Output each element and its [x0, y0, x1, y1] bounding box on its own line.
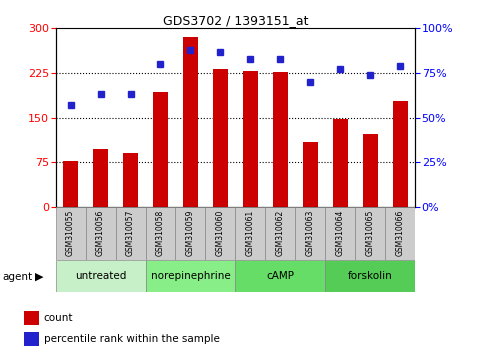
Text: GSM310064: GSM310064 — [336, 210, 345, 256]
Text: GSM310058: GSM310058 — [156, 210, 165, 256]
Text: GSM310057: GSM310057 — [126, 210, 135, 256]
Bar — [153, 92, 168, 207]
Text: agent: agent — [2, 272, 32, 282]
Bar — [56, 207, 85, 260]
Bar — [266, 207, 296, 260]
Bar — [123, 154, 138, 207]
Text: GSM310066: GSM310066 — [396, 210, 405, 256]
Bar — [213, 69, 228, 207]
Bar — [85, 207, 115, 260]
Bar — [326, 207, 355, 260]
Text: GSM310055: GSM310055 — [66, 210, 75, 256]
Bar — [115, 207, 145, 260]
Bar — [145, 260, 236, 292]
Bar — [355, 207, 385, 260]
Text: percentile rank within the sample: percentile rank within the sample — [44, 334, 220, 344]
Bar — [24, 312, 39, 325]
Bar — [243, 71, 258, 207]
Bar — [303, 142, 318, 207]
Text: GSM310062: GSM310062 — [276, 210, 285, 256]
Bar — [175, 207, 205, 260]
Bar — [333, 120, 348, 207]
Text: cAMP: cAMP — [267, 271, 295, 281]
Bar — [326, 260, 415, 292]
Bar — [205, 207, 236, 260]
Bar — [296, 207, 326, 260]
Title: GDS3702 / 1393151_at: GDS3702 / 1393151_at — [163, 14, 308, 27]
Bar — [236, 260, 326, 292]
Bar — [363, 134, 378, 207]
Bar — [93, 149, 108, 207]
Text: ▶: ▶ — [35, 272, 43, 282]
Text: GSM310065: GSM310065 — [366, 210, 375, 256]
Bar — [24, 332, 39, 346]
Bar — [145, 207, 175, 260]
Bar — [385, 207, 415, 260]
Text: GSM310061: GSM310061 — [246, 210, 255, 256]
Text: GSM310059: GSM310059 — [186, 210, 195, 256]
Text: GSM310063: GSM310063 — [306, 210, 315, 256]
Text: untreated: untreated — [75, 271, 126, 281]
Bar — [393, 101, 408, 207]
Text: GSM310060: GSM310060 — [216, 210, 225, 256]
Text: count: count — [44, 313, 73, 323]
Bar — [273, 72, 288, 207]
Text: norepinephrine: norepinephrine — [151, 271, 230, 281]
Text: forskolin: forskolin — [348, 271, 393, 281]
Text: GSM310056: GSM310056 — [96, 210, 105, 256]
Bar — [236, 207, 266, 260]
Bar — [56, 260, 145, 292]
Bar — [63, 161, 78, 207]
Bar — [183, 37, 198, 207]
